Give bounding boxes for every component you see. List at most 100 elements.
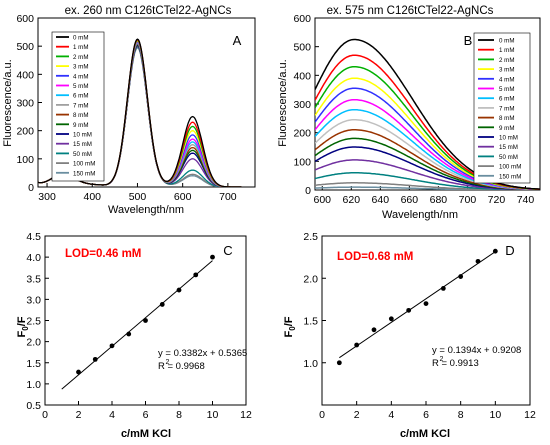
panel-c-point-6 <box>176 287 182 293</box>
panel-c-xtick-label-6: 12 <box>240 409 252 421</box>
panel-a-xtick-label-2: 500 <box>129 191 147 203</box>
panel-c-ytick-label-4: 2.5 <box>26 316 41 328</box>
panel-a-ytick-label-1: 100 <box>16 154 34 166</box>
panel-d-point-2 <box>371 327 377 333</box>
panel-c-ytick-label-7: 4.0 <box>26 252 41 264</box>
panel-d-xtick-label-2: 4 <box>388 409 394 421</box>
panel-b-legend: 0 mM 1 mM 2 mM 3 mM 4 mM 5 mM 6 mM 7 mM 8 mM 9 mM… <box>473 32 531 184</box>
panel-a-ytick-label-3: 300 <box>16 98 34 110</box>
panel-d-point-7 <box>458 274 464 279</box>
panel-c: C F0/F c/mM KCl 0 2 4 6 8 10 12 0.5 1.0 1.5 2.0 2.5… <box>16 231 252 440</box>
panel-b-title: ex. 575 nm C126tCTel22-AgNCs <box>327 5 494 17</box>
panel-d-xtick-label-0: 0 <box>319 409 325 421</box>
panel-a-ytick-label-2: 200 <box>16 126 34 138</box>
panel-d-point-4 <box>406 307 412 313</box>
panel-c-xlabel: c/mM KCl <box>121 428 171 440</box>
panel-c-r2: R = 0.9968 <box>158 361 205 372</box>
panel-d-plot: 0 2 4 6 8 10 12 1.0 1.5 2.0 2.5 LOD=0.68 mM y = 0.13… <box>303 231 536 421</box>
panel-b-ylabel: Fluorescence/a.u. <box>277 59 289 146</box>
panel-a-legend-label-10: 10 mM <box>73 132 92 139</box>
panel-c-ytick-label-8: 4.5 <box>26 231 41 243</box>
panel-b-legend-label-4: 4 mM <box>499 76 514 83</box>
panel-c-label: C <box>223 243 232 258</box>
panel-b-legend-label-5: 5 mM <box>499 86 514 93</box>
panel-b-legend-label-8: 8 mM <box>499 115 514 122</box>
panel-b-legend-label-1: 1 mM <box>499 47 514 54</box>
panel-b-xtick-label-4: 680 <box>430 194 448 206</box>
panel-d-ytick-label-2: 2.0 <box>303 273 318 285</box>
panel-c-point-1 <box>92 356 98 362</box>
panel-c-ylabel: F0/F <box>16 316 30 337</box>
panel-c-xtick-label-3: 6 <box>143 409 149 421</box>
panel-d-xtick-label-6: 12 <box>524 409 536 421</box>
panel-b-legend-label-12: 50 mM <box>499 154 518 161</box>
panel-d-xtick-label-3: 6 <box>423 409 429 421</box>
panel-b-legend-label-7: 7 mM <box>499 105 514 112</box>
panel-c-point-7 <box>193 272 199 278</box>
panel-d-ytick-label-0: 1.0 <box>303 358 318 370</box>
panel-a: ex. 260 nm C126tCTel22-AgNCs A Fluoresce… <box>2 5 256 216</box>
panel-b-legend-label-2: 2 mM <box>499 57 514 64</box>
panel-a-legend-label-7: 7 mM <box>73 102 88 109</box>
panel-b-xtick-label-6: 720 <box>488 194 506 206</box>
panel-c-ytick-label-3: 2.0 <box>26 337 41 349</box>
panel-b-xtick-label-2: 640 <box>372 194 390 206</box>
panel-b-ytick-label-2: 200 <box>293 128 311 140</box>
panel-c-plot: 0 2 4 6 8 10 12 0.5 1.0 1.5 2.0 2.5 3.0 3.5 4.0 4.5 LOD=… <box>26 231 252 421</box>
panel-b-lines <box>315 38 540 190</box>
panel-b-xtick-label-1: 620 <box>343 194 361 206</box>
panel-b-xtick-label-3: 660 <box>401 194 419 206</box>
panel-a-xtick-label-1: 400 <box>83 191 101 203</box>
panel-a-xtick-label-3: 600 <box>174 191 192 203</box>
panel-c-ytick-label-2: 1.5 <box>26 358 41 370</box>
panel-c-point-0 <box>76 369 81 375</box>
panel-c-r2-exponent: 2 <box>166 359 170 366</box>
panel-a-legend-label-8: 8 mM <box>73 112 88 119</box>
panel-b: ex. 575 nm C126tCTel22-AgNCs B Fluoresce… <box>277 5 541 221</box>
panel-b-plot: 600 620 640 660 680 700 720 740 0 100 200 300 400 500… <box>293 13 541 206</box>
panel-b-legend-label-6: 6 mM <box>499 96 514 103</box>
panel-b-legend-label-0: 0 mM <box>499 38 514 45</box>
panel-a-legend-label-13: 100 mM <box>73 161 95 168</box>
panel-d-xtick-label-5: 10 <box>489 409 501 421</box>
panel-b-ytick-label-4: 400 <box>293 70 311 82</box>
panel-a-legend-label-12: 50 mM <box>73 151 92 158</box>
panel-c-point-5 <box>159 302 165 307</box>
panel-a-ytick-label-5: 500 <box>16 41 34 53</box>
panel-b-xtick-label-0: 600 <box>313 194 331 206</box>
panel-c-point-3 <box>126 331 132 337</box>
panel-c-lod: LOD=0.46 mM <box>65 248 141 260</box>
panel-a-legend-label-0: 0 mM <box>73 35 88 42</box>
panel-c-ytick-label-0: 0.5 <box>26 400 41 412</box>
panel-a-legend-label-5: 5 mM <box>73 83 88 90</box>
panel-c-point-4 <box>143 318 148 323</box>
panel-d-lod: LOD=0.68 mM <box>337 251 413 263</box>
panel-b-series-0 <box>315 38 540 190</box>
panel-a-title: ex. 260 nm C126tCTel22-AgNCs <box>65 5 232 17</box>
panel-d-ytick-label-3: 2.5 <box>303 231 318 243</box>
panel-c-ytick-label-6: 3.5 <box>26 273 41 285</box>
panel-b-ytick-label-1: 100 <box>293 156 311 168</box>
panel-a-legend-label-9: 9 mM <box>73 122 88 129</box>
panel-b-legend-label-13: 100 mM <box>499 164 521 171</box>
panel-d-r2: R = 0.9913 <box>432 358 479 369</box>
panel-a-plot: 300 400 500 600 700 0 100 200 300 400 500 600 0 mM 1 … <box>16 13 256 203</box>
panel-a-ytick-label-6: 600 <box>16 13 34 25</box>
panel-c-point-2 <box>109 343 115 349</box>
panel-b-ytick-label-0: 0 <box>305 185 311 197</box>
panel-c-fit-line <box>61 260 213 390</box>
panel-c-equation: y = 0.3382x + 0.5365 <box>158 348 247 359</box>
panel-c-ytick-label-5: 3.0 <box>26 294 41 306</box>
panel-d-xtick-label-4: 8 <box>458 409 464 421</box>
panel-d-point-5 <box>423 301 429 306</box>
panel-a-legend-label-6: 6 mM <box>73 93 88 100</box>
panel-a-legend-label-4: 4 mM <box>73 73 88 80</box>
panel-d-ylabel: F0/F <box>283 316 297 337</box>
panel-a-label: A <box>233 33 242 48</box>
panel-c-xtick-label-4: 8 <box>176 409 182 421</box>
panel-d-point-0 <box>336 360 342 366</box>
panel-d-point-1 <box>354 342 360 348</box>
panel-c-point-8 <box>210 254 215 260</box>
panel-a-legend-label-11: 15 mM <box>73 141 92 148</box>
